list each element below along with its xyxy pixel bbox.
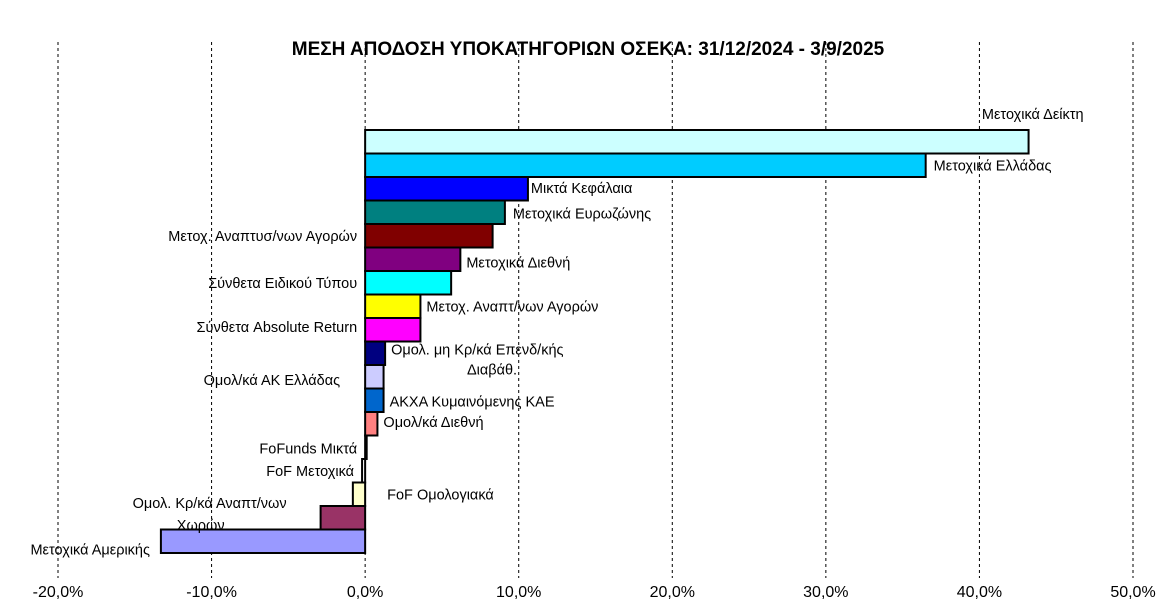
- bar: [364, 387, 385, 413]
- bar-label: FoF Μετοχικά: [266, 464, 354, 480]
- x-tick-label: 40,0%: [957, 584, 1002, 601]
- chart-title: ΜΕΣΗ ΑΠΟΔΟΣΗ ΥΠΟΚΑΤΗΓΟΡΙΩΝ ΟΣΕΚΑ: 31/12/…: [292, 39, 885, 60]
- x-tick-label: -20,0%: [33, 584, 84, 601]
- x-tick-label: 10,0%: [496, 584, 541, 601]
- bar: [364, 293, 422, 319]
- bar: [364, 199, 506, 225]
- bar: [319, 505, 367, 531]
- bar-label: Σύνθετα Ειδικού Τύπου: [208, 276, 357, 292]
- x-tick-label: -10,0%: [186, 584, 237, 601]
- bar-label: Ομολ. Κρ/κά Αναπτ/νων: [133, 496, 287, 512]
- bar-label: Χωρών: [177, 518, 225, 534]
- bar: [364, 411, 379, 437]
- bar-label: Διαβάθ.: [467, 362, 517, 378]
- x-tick-labels-group: -20,0% -10,0% 0,0% 10,0% 20,0% 30,0% 40,0% 50,0…: [33, 584, 1156, 601]
- bar-label: Μετοχικά Δείκτη: [982, 107, 1084, 123]
- bars-group: [159, 129, 1030, 554]
- bar-label: Ομολ/κά ΑΚ Ελλάδας: [204, 373, 341, 389]
- bar: [364, 223, 494, 249]
- bar-label: Ομολ. μη Κρ/κά Επενδ/κής: [391, 342, 563, 358]
- bar: [364, 129, 1030, 155]
- x-tick-label: 50,0%: [1110, 584, 1155, 601]
- bar-label: Μετοχικά Διεθνή: [466, 255, 570, 271]
- bar-label: FoF Ομολογιακά: [387, 487, 494, 503]
- x-tick-label: 30,0%: [803, 584, 848, 601]
- x-tick-label: 20,0%: [650, 584, 695, 601]
- bar-label: Μετοχικά Ευρωζώνης: [513, 206, 651, 222]
- bar: [364, 434, 368, 460]
- bar-label: Μετοχικά Ελλάδας: [934, 158, 1052, 174]
- bar-label: Σύνθετα Absolute Return: [197, 320, 358, 336]
- bar: [364, 270, 453, 296]
- bar: [364, 340, 387, 366]
- bar: [159, 528, 367, 554]
- bar-label: Ομολ/κά Διεθνή: [383, 415, 483, 431]
- bar-label: Μετοχ. Αναπτυσ/νων Αγορών: [168, 229, 357, 245]
- bar: [364, 317, 422, 343]
- bar-label: Μετοχ. Αναπτ/νων Αγορών: [426, 299, 598, 315]
- bar: [364, 246, 462, 272]
- bar-label: Μετοχικά Αμερικής: [30, 542, 150, 558]
- bar-labels-group: Μετοχικά Δείκτη Μετοχικά Ελλάδας Μικτά Κεφ…: [30, 107, 1083, 559]
- bar: [351, 481, 367, 507]
- bar: [364, 152, 927, 178]
- bar-label: FoFunds Μικτά: [259, 441, 357, 457]
- bar: [364, 176, 529, 202]
- bar: [364, 364, 385, 390]
- bar-label: Μικτά Κεφάλαια: [531, 181, 632, 197]
- x-tick-label: 0,0%: [347, 584, 383, 601]
- bar: [361, 458, 367, 484]
- bar-label: ΑΚΧΑ Κυμαινόμενης ΚΑΕ: [390, 394, 555, 410]
